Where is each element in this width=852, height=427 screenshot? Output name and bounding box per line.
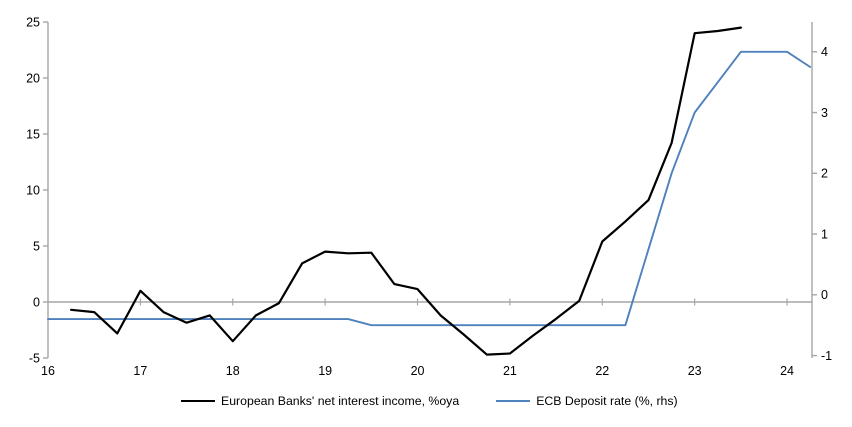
x-axis-tick-label: 20 — [411, 364, 425, 378]
right-axis-tick-label: -1 — [821, 349, 832, 363]
ecb-deposit-rate-line — [47, 50, 812, 327]
net-interest-income-line — [69, 26, 743, 356]
legend-label-ecb-deposit-rate: ECB Deposit rate (%, rhs) — [536, 394, 678, 408]
x-axis-tick-label: 21 — [503, 364, 517, 378]
legend-item-ecb-deposit-rate: ECB Deposit rate (%, rhs) — [496, 394, 678, 408]
right-axis-tick-label: 3 — [821, 106, 828, 120]
x-axis-tick-label: 17 — [133, 364, 147, 378]
x-axis-tick-label: 16 — [41, 364, 55, 378]
left-axis-tick-label: 20 — [26, 71, 40, 85]
left-axis-tick-label: 10 — [26, 183, 40, 197]
x-axis-tick-label: 22 — [595, 364, 609, 378]
x-axis-tick-label: 19 — [318, 364, 332, 378]
left-axis-tick-label: 5 — [33, 239, 40, 253]
right-axis-tick-label: 1 — [821, 227, 828, 241]
left-axis-tick-label: 15 — [26, 127, 40, 141]
x-axis-tick-label: 18 — [226, 364, 240, 378]
left-axis-tick-label: 0 — [33, 295, 40, 309]
legend-item-net-interest-income: European Banks' net interest income, %oy… — [181, 394, 459, 408]
x-axis-tick-label: 24 — [780, 364, 794, 378]
legend-label-net-interest-income: European Banks' net interest income, %oy… — [221, 394, 460, 408]
blue-line-swatch — [496, 400, 531, 402]
left-axis-tick-label: 25 — [26, 15, 40, 29]
black-line-swatch — [181, 400, 215, 402]
x-axis-tick-label: 23 — [688, 364, 702, 378]
right-axis-tick-label: 4 — [821, 45, 828, 59]
chart-legend: European Banks' net interest income, %oy… — [181, 394, 678, 408]
left-axis-tick-label: -5 — [29, 351, 40, 365]
right-axis-tick-label: 2 — [821, 167, 828, 181]
right-axis-tick-label: 0 — [821, 288, 828, 302]
